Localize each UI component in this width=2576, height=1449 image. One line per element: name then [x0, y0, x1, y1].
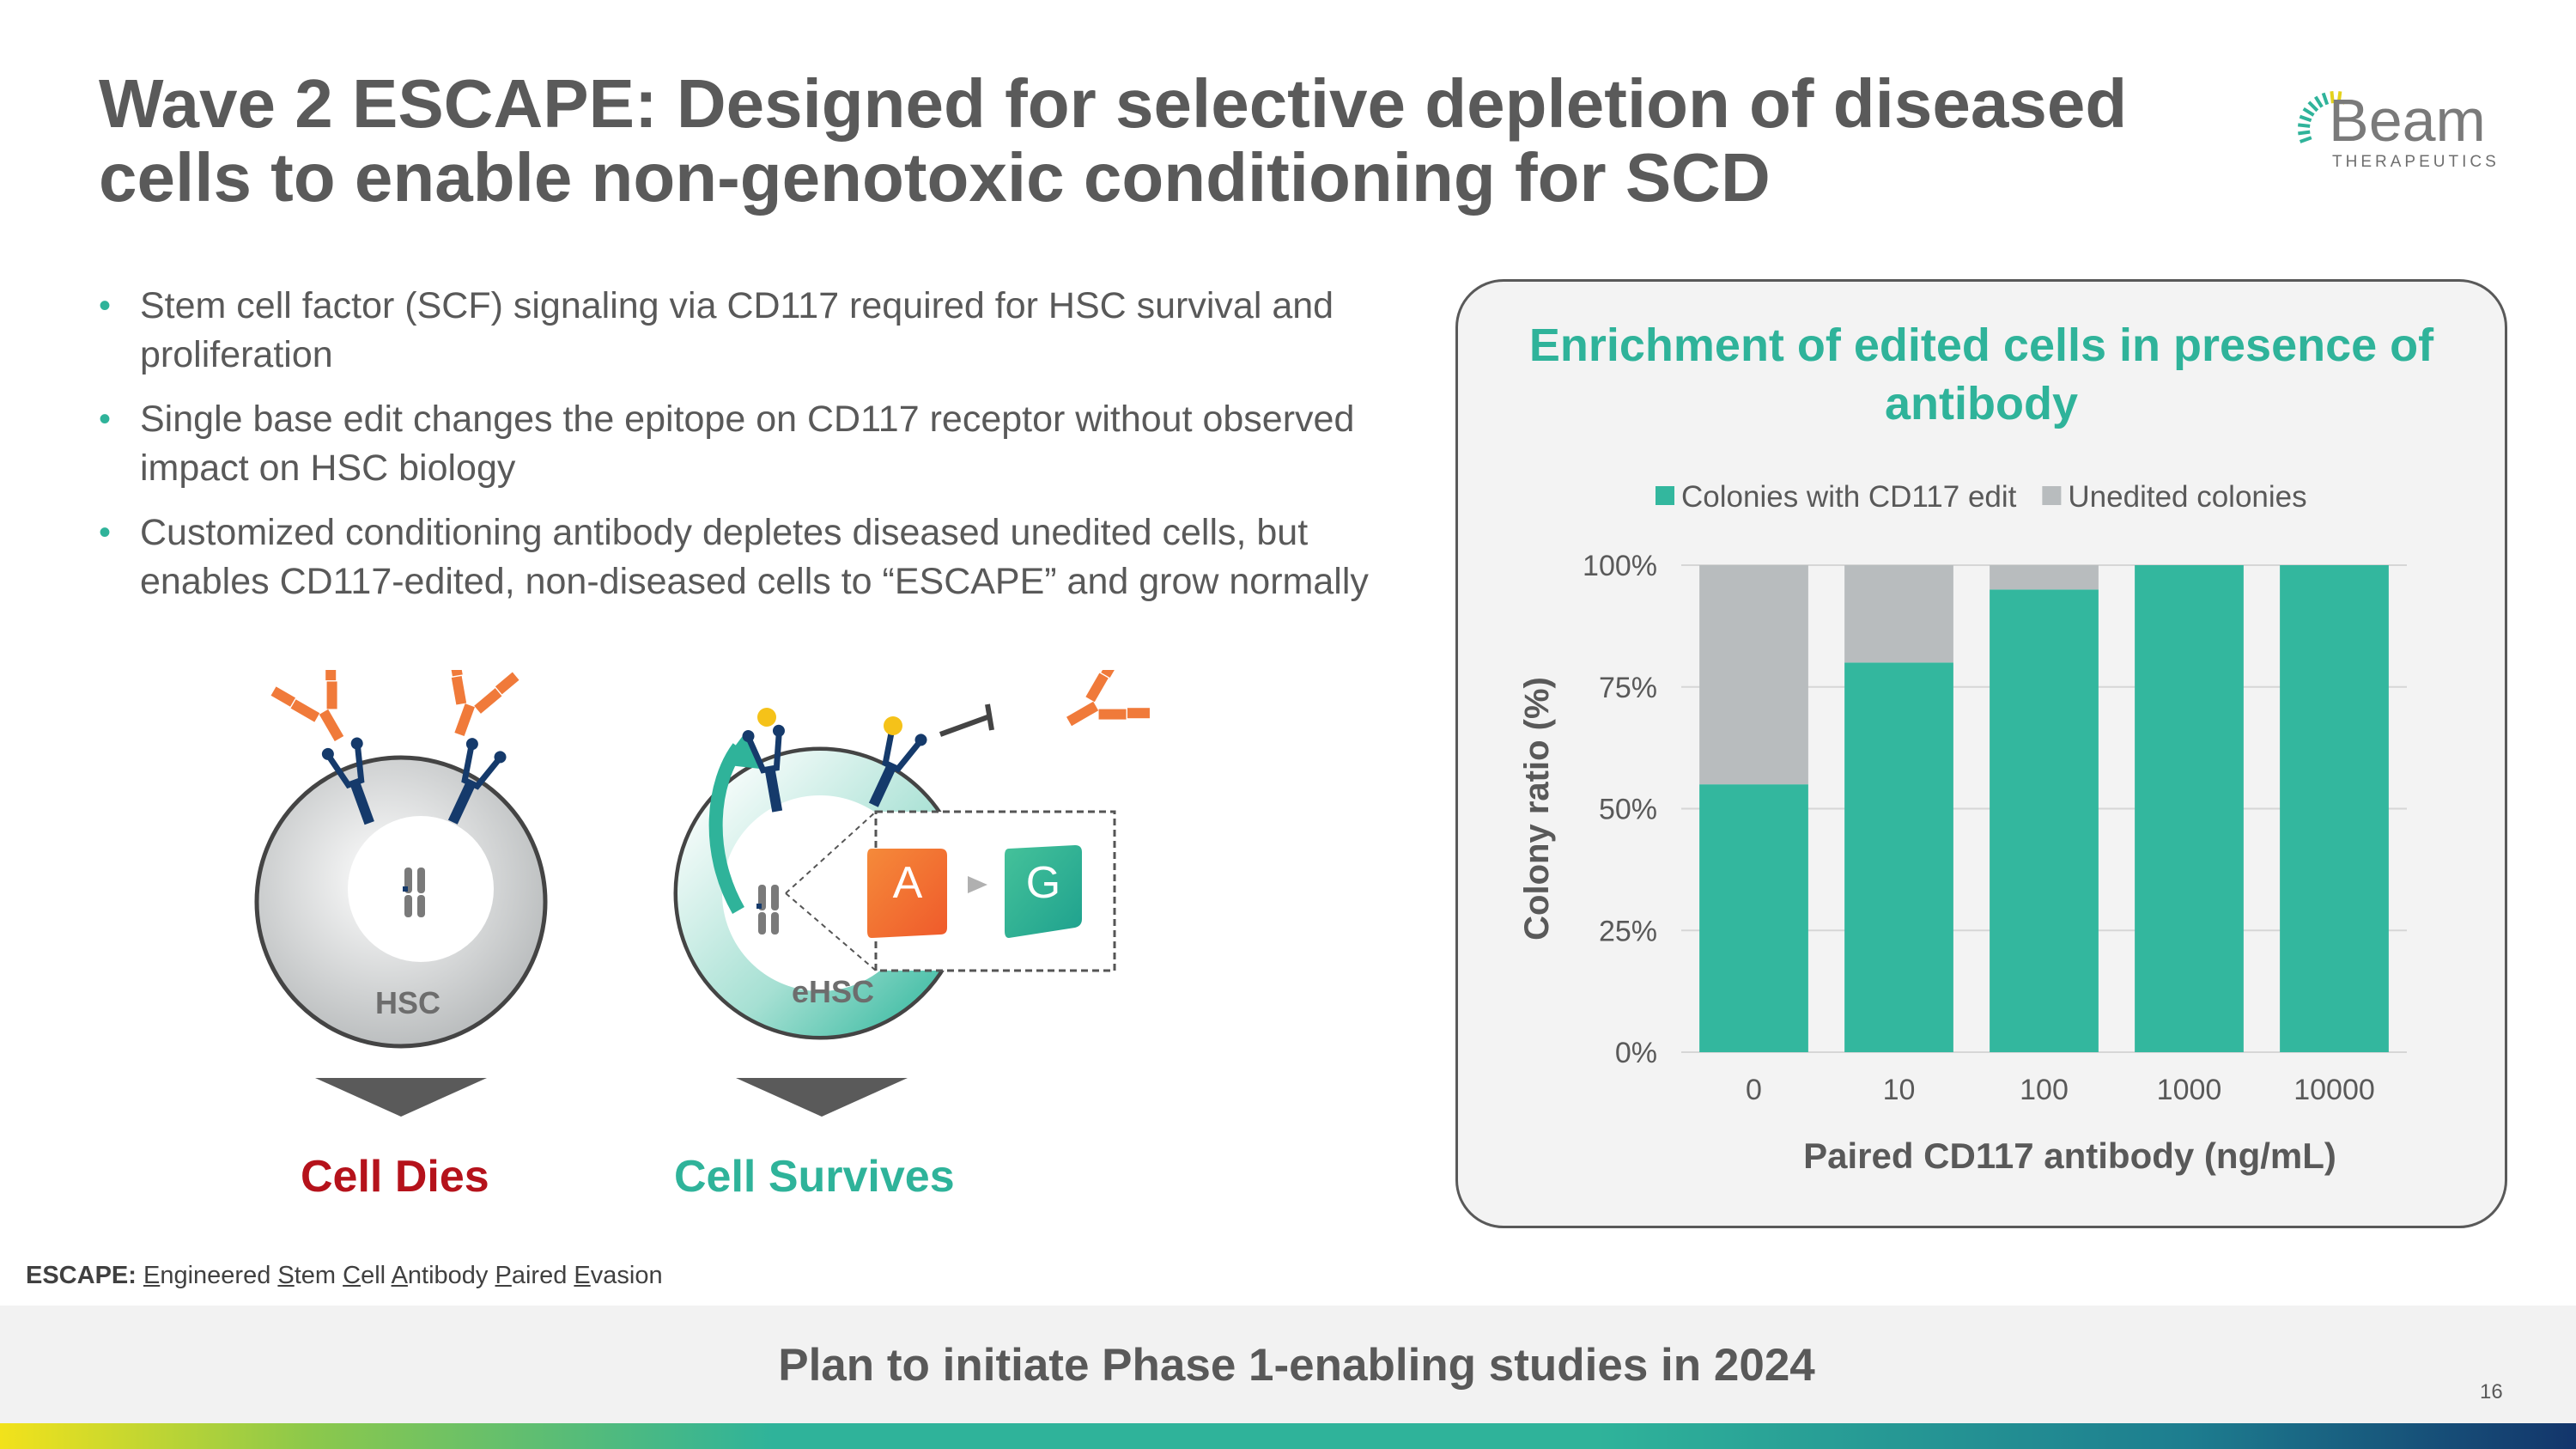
- x-tick-label: 10: [1883, 1074, 1916, 1106]
- bar-segment: [1844, 565, 1953, 663]
- chart-title: Enrichment of edited cells in presence o…: [1528, 320, 2434, 429]
- acronym-initial: E: [143, 1262, 161, 1289]
- acronym-word: Antibody: [392, 1262, 489, 1289]
- acronym-initial: S: [277, 1262, 295, 1289]
- acronym-word: Paired: [495, 1262, 568, 1289]
- scf-ligand-icon: [757, 708, 776, 727]
- acronym-rest: aired: [511, 1262, 568, 1289]
- legend-swatch: [2042, 486, 2062, 505]
- bullet-text: Customized conditioning antibody deplete…: [140, 512, 1369, 602]
- hsc-cell: HSC: [254, 670, 548, 1049]
- base-g-icon: [1005, 845, 1082, 938]
- acronym-initial: A: [391, 1262, 408, 1289]
- block-bar: [985, 703, 994, 731]
- bar-segment: [2135, 565, 2244, 1052]
- acronym-word: Evasion: [574, 1262, 662, 1289]
- base-a-letter: A: [893, 858, 923, 908]
- ehsc-cell: eHSC A G: [673, 670, 1155, 1040]
- escape-acronym-note: ESCAPE: Engineered Stem Cell Antibody Pa…: [26, 1261, 663, 1290]
- beam-logo: Beam THERAPEUTICS: [2293, 69, 2507, 180]
- bullet-text: Single base edit changes the epitope on …: [140, 399, 1355, 489]
- brand-gradient-bar: [0, 1423, 2576, 1449]
- acronym-initial: P: [495, 1262, 512, 1289]
- y-tick-label: 100%: [1583, 550, 1657, 582]
- escape-note-label: ESCAPE:: [26, 1262, 137, 1289]
- y-tick-label: 25%: [1599, 915, 1657, 947]
- logo-word: Beam: [2329, 87, 2486, 154]
- bar-segment: [1699, 565, 1808, 785]
- x-axis-title: Paired CD117 antibody (ng/mL): [1803, 1135, 2336, 1176]
- cell-diagram: HSC eHSC A G: [254, 670, 1155, 1117]
- bar-segment: [1844, 662, 1953, 1052]
- legend-label: Unedited colonies: [2068, 480, 2306, 514]
- acronym-rest: ell: [361, 1262, 386, 1289]
- acronym-rest: ntibody: [407, 1262, 489, 1289]
- acronym-word: Cell: [343, 1262, 386, 1289]
- antibody-icon: [423, 670, 521, 747]
- y-tick-label: 50%: [1599, 794, 1657, 826]
- antibody-icon: [1050, 670, 1155, 754]
- bar-chart: 0% 25% 50% 75% 100% 0 10 100 1000 10000 Paired CD1…: [1518, 480, 2407, 1176]
- acronym-word: Stem: [277, 1262, 336, 1289]
- x-tick-label: 0: [1746, 1074, 1762, 1106]
- logo-subtitle: THERAPEUTICS: [2332, 153, 2500, 171]
- bullet-item: • Stem cell factor (SCF) signaling via CD…: [99, 282, 1438, 380]
- y-tick-label: 75%: [1599, 672, 1657, 704]
- block-line: [939, 715, 989, 737]
- outcome-cell-survives: Cell Survives: [674, 1152, 955, 1202]
- acronym-word: Engineered: [143, 1262, 270, 1289]
- bullet-dot: •: [99, 400, 112, 438]
- bullet-item: • Customized conditioning antibody deplet…: [99, 508, 1438, 606]
- footer-text: Plan to initiate Phase 1-enabling studie…: [778, 1340, 1815, 1391]
- acronym-initial: C: [343, 1262, 361, 1289]
- x-tick-label: 10000: [2293, 1074, 2375, 1106]
- conversion-arrow: [968, 876, 987, 893]
- legend-swatch: [1656, 486, 1674, 505]
- y-tick-label: 0%: [1615, 1037, 1657, 1069]
- down-arrow-right: [736, 1078, 908, 1117]
- bullet-dot: •: [99, 514, 112, 551]
- acronym-rest: ngineered: [160, 1262, 271, 1289]
- down-arrow-left: [315, 1078, 487, 1117]
- outcome-cell-dies: Cell Dies: [301, 1152, 489, 1202]
- x-tick-label: 100: [2020, 1074, 2069, 1106]
- scf-ligand-icon: [884, 716, 902, 735]
- acronym-rest: tem: [294, 1262, 337, 1289]
- bullet-item: • Single base edit changes the epitope on…: [99, 395, 1438, 493]
- chart-panel: Enrichment of edited cells in presence o…: [1455, 279, 2507, 1228]
- bar-segment: [2280, 565, 2389, 1052]
- bar-segment: [1699, 784, 1808, 1052]
- bar-segment: [1990, 589, 2099, 1052]
- x-tick-label: 1000: [2157, 1074, 2222, 1106]
- page-title: Wave 2 ESCAPE: Designed for selective de…: [99, 65, 2128, 216]
- ehsc-label: eHSC: [792, 974, 874, 1009]
- base-g-letter: G: [1026, 858, 1060, 908]
- bullet-list: • Stem cell factor (SCF) signaling via CD…: [99, 282, 1438, 622]
- page-number: 16: [2480, 1380, 2503, 1403]
- sunburst-icon: [2298, 91, 2344, 143]
- bullet-dot: •: [99, 287, 112, 325]
- bullet-text: Stem cell factor (SCF) signaling via CD1…: [140, 285, 1334, 375]
- y-axis-title: Colony ratio (%): [1518, 677, 1556, 941]
- bar-segment: [1990, 565, 2099, 590]
- acronym-initial: E: [574, 1262, 591, 1289]
- hsc-label: HSC: [375, 985, 440, 1020]
- acronym-rest: vasion: [590, 1262, 663, 1289]
- footer-banner: Plan to initiate Phase 1-enabling studie…: [0, 1306, 2576, 1423]
- legend-label: Colonies with CD117 edit: [1681, 480, 2017, 514]
- base-a-icon: [867, 849, 947, 938]
